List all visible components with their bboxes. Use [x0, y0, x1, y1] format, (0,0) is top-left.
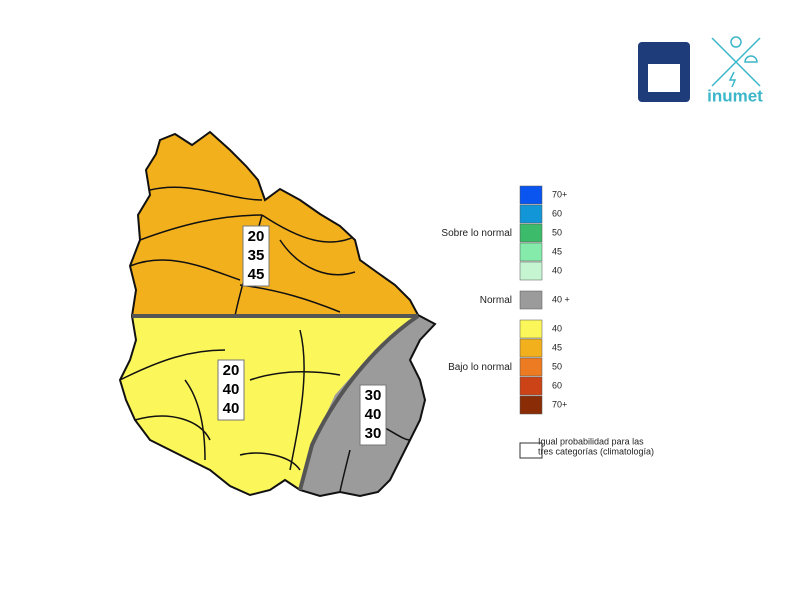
legend-group-label: Sobre lo normal: [441, 228, 512, 239]
legend-label: 45: [552, 342, 562, 352]
legend-swatch: [519, 290, 543, 310]
probability-label: 30: [365, 387, 382, 404]
legend-swatch: [519, 376, 543, 396]
legend-swatch: [519, 319, 543, 339]
probability-box: [217, 359, 245, 421]
probability-label: 40: [223, 400, 240, 417]
legend-label: 50: [552, 361, 562, 371]
probability-label: 40: [365, 406, 382, 423]
legend-label: 60: [552, 208, 562, 218]
probability-label: 35: [248, 247, 265, 264]
legend-label: 40: [552, 323, 562, 333]
region-north: [120, 132, 435, 316]
legend-swatch-empty: [519, 442, 543, 459]
probability-label: 40: [223, 381, 240, 398]
legend-label: 60: [552, 380, 562, 390]
probability-label: 20: [223, 362, 240, 379]
legend-swatch: [519, 395, 543, 415]
legend-label: 40: [552, 265, 562, 275]
legend-note: Igual probabilidad para las: [538, 436, 644, 446]
logo-building: [648, 64, 680, 92]
legend-label: 70+: [552, 399, 567, 409]
legend-note: tres categorías (climatología): [538, 446, 654, 456]
department-borders: [120, 186, 411, 493]
legend-swatch: [519, 185, 543, 205]
legend-label: 40 +: [552, 294, 570, 304]
legend-group-label: Normal: [480, 295, 512, 306]
probability-label: 20: [248, 228, 265, 245]
legend-swatch: [519, 338, 543, 358]
legend-swatch: [519, 242, 543, 262]
probability-label: 45: [248, 266, 265, 283]
legend-swatch: [519, 223, 543, 243]
legend-swatch: [519, 204, 543, 224]
probability-label: 30: [365, 425, 382, 442]
country-outline: [118, 130, 437, 498]
probability-box: [242, 225, 270, 287]
logo-text: inumet: [707, 86, 763, 105]
logo-icon: [711, 36, 761, 88]
legend-swatch: [519, 357, 543, 377]
logo: inumet: [638, 36, 763, 105]
legend-label: 70+: [552, 189, 567, 199]
legend-swatch: [519, 261, 543, 281]
legend-label: 50: [552, 227, 562, 237]
probability-box: [359, 384, 387, 446]
division-line: [298, 314, 420, 491]
legend-label: 45: [552, 246, 562, 256]
legend-group-label: Bajo lo normal: [448, 362, 512, 373]
